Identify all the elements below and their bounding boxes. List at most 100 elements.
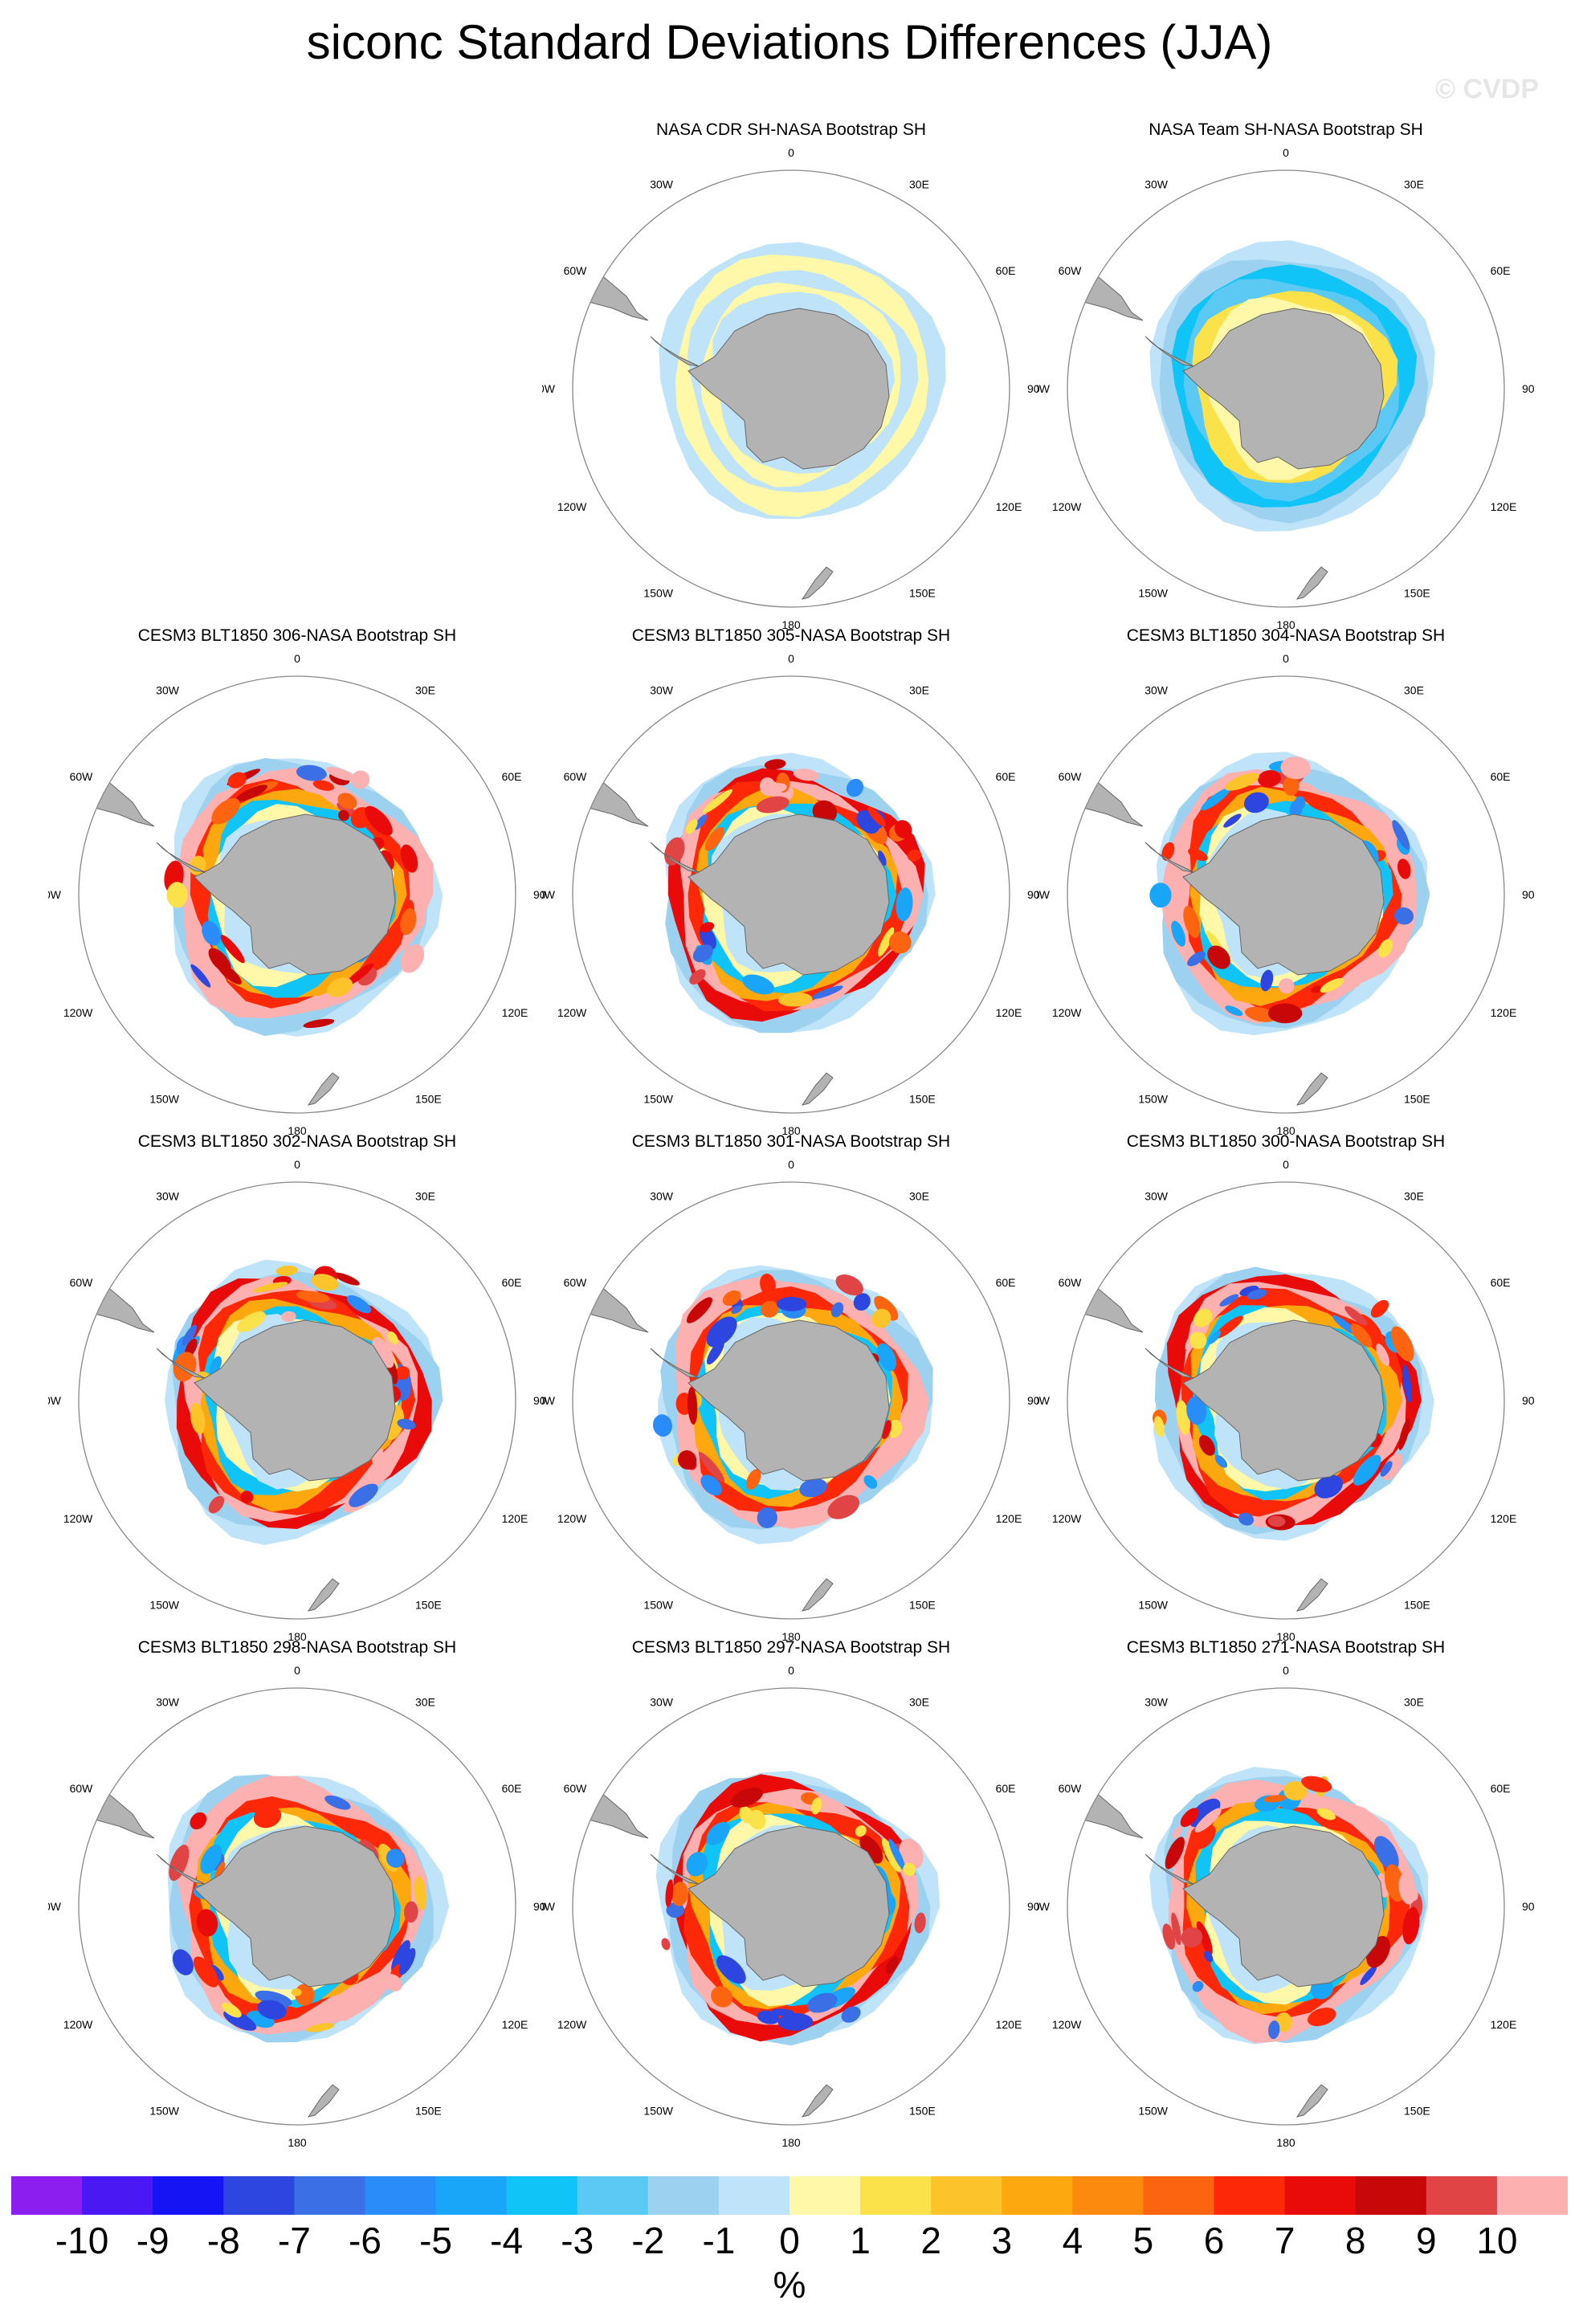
new-zealand (801, 1072, 834, 1106)
longitude-label: 60W (564, 1782, 588, 1795)
colorbar-tick-label: 8 (1344, 2220, 1366, 2261)
anomaly-patch (209, 1356, 222, 1376)
longitude-label: 0 (788, 146, 794, 159)
longitude-label: 150W (1138, 2105, 1168, 2118)
longitude-label: 30E (1404, 683, 1424, 696)
anomaly-patch (235, 785, 268, 802)
colorbar-swatch (860, 2176, 932, 2215)
anomaly-patch (351, 770, 370, 789)
panel-title: CESM3 BLT1850 300-NASA Bootstrap SH (1126, 1132, 1446, 1151)
anomaly-patch (1268, 2020, 1280, 2040)
longitude-label: 180 (781, 1630, 801, 1643)
anomaly-patch (834, 1497, 855, 1511)
anomaly-patch (1162, 1923, 1176, 1950)
anomaly-patch (281, 1311, 296, 1323)
colorbar-tick-label: 10 (1476, 2220, 1518, 2261)
antarctic-peninsula (650, 1348, 700, 1379)
longitude-label: 150W (1138, 1599, 1168, 1612)
anomaly-patch (1378, 939, 1393, 958)
longitude-label: 90W (542, 1394, 556, 1407)
polar-stereographic-map: 0 30E 60E 90E 120E 150E 180 150W 120W 90W 60W 30W (1037, 1664, 1535, 2149)
anomaly-patch (202, 920, 221, 946)
panel-title: CESM3 BLT1850 298-NASA Bootstrap SH (137, 1638, 457, 1657)
anomaly-patch (404, 1901, 418, 1923)
map-panel: CESM3 BLT1850 302-NASA Bootstrap SH 0 30E 6… (48, 1132, 546, 1646)
colorbar-tick-label: -7 (277, 2220, 311, 2261)
anomaly-patch (835, 1274, 863, 1296)
anomaly-patch (166, 882, 188, 908)
colorbar-units: % (773, 2264, 806, 2306)
anomaly-patch (896, 887, 913, 922)
longitude-label: 90W (542, 1900, 556, 1913)
longitude-label: 60W (1059, 264, 1083, 277)
anomaly-patch (706, 1316, 737, 1348)
longitude-label: 60W (70, 770, 94, 783)
anomaly-patch (830, 1302, 844, 1318)
south-america-tip (1083, 773, 1144, 827)
anomaly-patch (756, 796, 790, 813)
longitude-label: 90E (1027, 382, 1040, 395)
anomaly-patch (777, 2012, 814, 2031)
colorbar-swatch (153, 2176, 224, 2215)
longitude-label: 150W (1138, 1093, 1168, 1106)
anomaly-patch (1267, 1003, 1303, 1024)
anomaly-patch (907, 849, 922, 862)
anomaly-patch (859, 1835, 883, 1864)
anomaly-patch (1180, 1808, 1199, 1828)
colorbar-swatch (82, 2176, 153, 2215)
longitude-label: 60W (70, 1276, 94, 1289)
anomaly-patch (1314, 1474, 1343, 1498)
longitude-label: 150E (909, 587, 936, 600)
longitude-label: 30W (650, 683, 674, 696)
longitude-label: 150W (149, 2105, 179, 2118)
anomaly-patch (1189, 1331, 1207, 1349)
longitude-label: 180 (1276, 2136, 1295, 2149)
longitude-label: 30E (415, 1189, 435, 1202)
anomaly-patch (1243, 792, 1269, 813)
anomaly-patch (1376, 1343, 1389, 1367)
anomaly-patch (700, 922, 715, 933)
anomaly-patch (661, 1938, 671, 1951)
anomaly-patch (894, 820, 912, 839)
anomaly-patch (739, 1806, 754, 1824)
map-boundary (572, 1687, 1010, 2126)
anomaly-patch (1373, 1836, 1399, 1871)
anomaly-patch (1390, 1326, 1414, 1362)
antarctic-peninsula (1144, 336, 1194, 367)
longitude-label: 90W (542, 888, 556, 901)
anomaly-patch (395, 1366, 410, 1380)
antarctic-peninsula (1144, 1348, 1194, 1379)
longitude-label: 0 (788, 1664, 794, 1677)
anomaly-patch (760, 1273, 776, 1296)
anomaly-patch (764, 759, 786, 770)
anomaly-patch (1153, 1416, 1165, 1437)
longitude-label: 120E (502, 2018, 528, 2031)
anomaly-patch (1289, 800, 1303, 818)
longitude-label: 60W (1059, 1276, 1083, 1289)
anomaly-patch (182, 1324, 197, 1347)
anomaly-patch (1172, 1825, 1183, 1839)
map-panel: CESM3 BLT1850 297-NASA Bootstrap SH 0 30E 6… (542, 1638, 1040, 2152)
panel-title: CESM3 BLT1850 301-NASA Bootstrap SH (631, 1132, 951, 1151)
longitude-label: 120E (996, 500, 1022, 513)
anomaly-patch (1370, 1299, 1389, 1318)
polar-stereographic-map: 0 30E 60E 90E 120E 150E 180 150W 120W 90W 60W 30W (48, 652, 546, 1137)
anomaly-patch (169, 1845, 190, 1882)
anomaly-patch (888, 932, 912, 954)
anomaly-patch (665, 1879, 674, 1907)
colorbar-swatch (506, 2176, 578, 2215)
longitude-label: 180 (781, 618, 801, 631)
anomaly-patch (863, 1474, 878, 1489)
longitude-label: 120W (1052, 1006, 1082, 1019)
longitude-label: 30W (1144, 683, 1169, 696)
anomaly-patch (776, 1296, 807, 1311)
colorbar-swatch (718, 2176, 790, 2215)
polar-stereographic-map: 0 30E 60E 90E 120E 150E 180 150W 120W 90W 60W 30W (542, 652, 1040, 1137)
anomaly-patch (878, 850, 887, 866)
new-zealand (307, 2084, 340, 2118)
longitude-label: 30E (415, 1695, 435, 1708)
anomaly-patch (1301, 1776, 1332, 1792)
longitude-label: 120W (63, 1512, 93, 1525)
map-boundary (572, 169, 1010, 608)
anomaly-patch (172, 1949, 194, 1975)
